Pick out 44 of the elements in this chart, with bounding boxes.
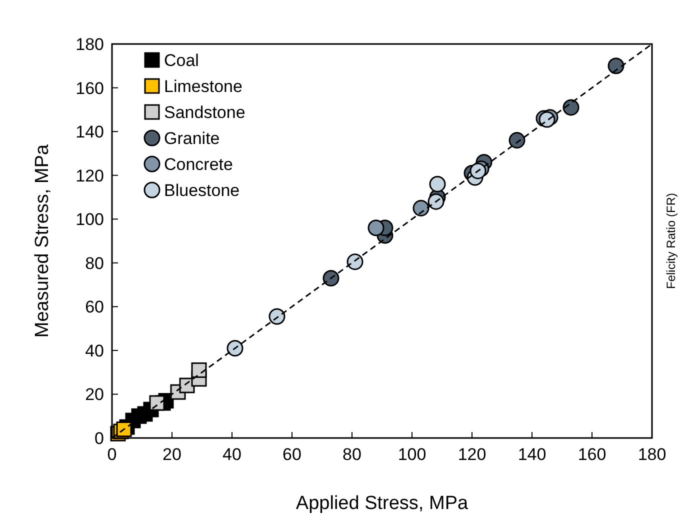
y-tick-label: 0 (94, 429, 104, 448)
y-tick-label: 160 (76, 78, 104, 98)
y-tick-label: 40 (85, 341, 104, 360)
x-tick-label: 0 (107, 445, 117, 464)
x-tick-label: 160 (578, 445, 606, 464)
point (412, 200, 430, 216)
y-tick-label: 100 (76, 210, 104, 230)
y-tick-label: 140 (76, 122, 104, 142)
point (226, 340, 244, 357)
point (368, 220, 384, 236)
point (268, 308, 286, 325)
x-tick-label: 80 (342, 445, 362, 464)
x-axis-title: Applied Stress, MPa (296, 493, 468, 514)
point (562, 99, 580, 116)
x-tick-label: 180 (638, 445, 666, 464)
point (538, 111, 556, 128)
y-tick-label: 60 (85, 298, 104, 317)
x-tick-label: 140 (518, 445, 546, 464)
y-tick-label: 80 (85, 254, 104, 273)
y-tick-label: 120 (76, 166, 104, 186)
point (116, 421, 132, 437)
legend-label: Coal (164, 51, 199, 70)
point (608, 58, 624, 74)
y2-axis-title: Felicity Ratio (FR) (664, 192, 678, 290)
y-tick-label: 180 (76, 35, 104, 54)
point (346, 254, 364, 270)
point (470, 162, 486, 180)
legend-label: Granite (164, 129, 220, 148)
legend-label: Sandstone (164, 103, 246, 122)
x-tick-label: 40 (222, 445, 242, 464)
x-tick-label: 100 (398, 445, 426, 464)
x-tick-label: 120 (458, 445, 486, 464)
legend-label: Bluestone (164, 181, 240, 200)
y-tick-label: 20 (85, 385, 104, 404)
y-axis-title: Measured Stress, MPa (32, 144, 53, 338)
point (429, 176, 446, 192)
point (191, 362, 207, 378)
point (428, 193, 444, 210)
point (322, 270, 340, 286)
legend-label: Concrete (164, 155, 233, 174)
legend-label: Limestone (164, 77, 242, 96)
point (508, 132, 526, 149)
x-tick-label: 60 (282, 445, 302, 464)
x-tick-label: 20 (162, 445, 182, 464)
